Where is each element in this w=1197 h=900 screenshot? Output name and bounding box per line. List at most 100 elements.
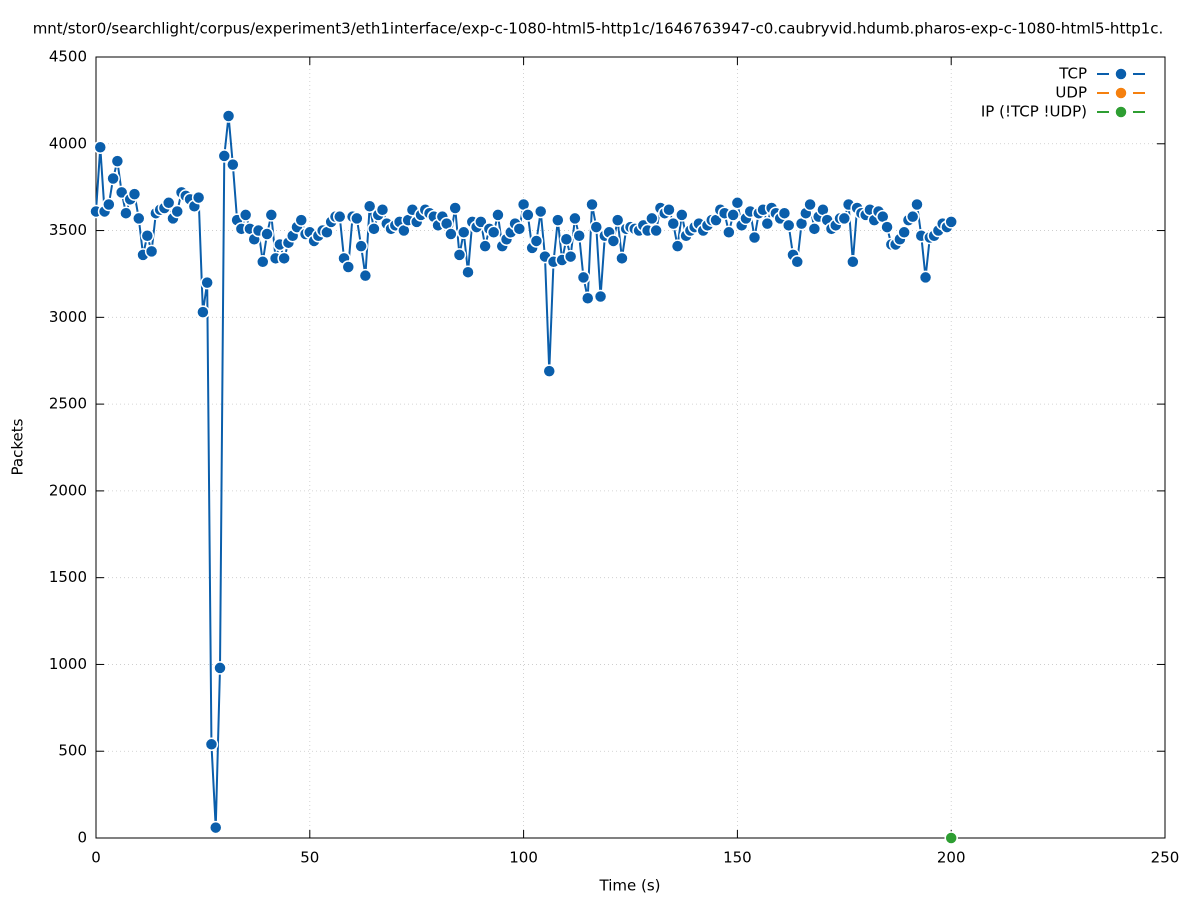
legend-label: IP (!TCP !UDP) <box>981 103 1087 121</box>
legend-marker <box>1114 105 1128 119</box>
point <box>807 222 822 236</box>
point <box>217 149 232 163</box>
x-tick-label: 200 <box>937 849 966 867</box>
point <box>260 227 274 241</box>
point <box>615 251 629 266</box>
point <box>170 204 184 219</box>
point <box>478 239 492 253</box>
point <box>944 831 958 845</box>
point <box>730 196 745 210</box>
point <box>204 737 219 752</box>
point <box>461 265 475 279</box>
y-tick-label: 3000 <box>49 308 87 326</box>
point <box>358 268 373 283</box>
point <box>790 255 805 269</box>
point <box>456 225 471 240</box>
point <box>521 208 535 222</box>
point <box>332 209 347 224</box>
chart-title: mnt/stor0/searchlight/corpus/experiment3… <box>33 20 1164 38</box>
point <box>367 222 381 236</box>
x-tick-label: 0 <box>91 849 101 867</box>
plot-border <box>95 56 1166 839</box>
point <box>662 202 676 217</box>
point <box>213 661 227 675</box>
point <box>880 220 894 234</box>
point <box>350 211 364 226</box>
point <box>726 208 740 222</box>
point <box>905 209 920 224</box>
point <box>196 305 210 319</box>
point <box>910 197 924 212</box>
y-tick-label: 1500 <box>49 568 87 586</box>
point <box>102 197 116 212</box>
point <box>777 206 792 220</box>
point <box>119 206 133 220</box>
point <box>294 213 308 227</box>
y-tick-label: 0 <box>77 829 87 847</box>
point <box>444 227 458 241</box>
y-tick-label: 4500 <box>49 48 87 66</box>
x-tick-label: 50 <box>300 849 319 867</box>
legend-marker <box>1114 86 1128 100</box>
point <box>606 234 621 248</box>
point <box>593 289 608 304</box>
point <box>559 232 574 246</box>
point <box>191 190 206 205</box>
point <box>563 249 578 264</box>
y-tick-label: 1000 <box>49 655 87 673</box>
point <box>354 239 368 253</box>
point <box>542 364 557 378</box>
point <box>277 251 291 266</box>
point <box>645 211 659 226</box>
point <box>452 248 467 262</box>
point <box>93 140 108 154</box>
y-tick-label: 2500 <box>49 395 87 413</box>
y-tick-label: 4000 <box>49 134 87 152</box>
point <box>144 244 159 259</box>
point <box>362 199 377 214</box>
point <box>610 213 625 227</box>
point <box>127 187 142 201</box>
point <box>568 211 582 226</box>
point <box>264 208 279 222</box>
point <box>161 196 176 210</box>
x-axis-label: Time (s) <box>599 877 661 895</box>
point <box>585 197 599 212</box>
point <box>722 225 736 240</box>
point <box>576 270 591 285</box>
point <box>238 208 253 222</box>
x-tick-label: 100 <box>509 849 538 867</box>
point <box>670 239 685 253</box>
point <box>533 204 548 219</box>
legend-label: TCP <box>1058 65 1087 83</box>
point <box>675 208 689 222</box>
point <box>803 197 817 212</box>
point <box>375 202 390 217</box>
point <box>551 213 565 227</box>
y-axis-label: Packets <box>9 418 27 475</box>
point <box>208 820 223 835</box>
x-tick-label: 150 <box>723 849 752 867</box>
point <box>572 229 586 243</box>
point <box>897 225 911 240</box>
point <box>200 275 214 290</box>
point <box>529 234 544 248</box>
point <box>448 201 462 215</box>
point <box>106 171 120 186</box>
point <box>512 222 527 236</box>
point <box>226 157 240 172</box>
point <box>781 218 796 233</box>
point <box>837 211 852 226</box>
legend-marker <box>1114 67 1128 81</box>
x-tick-label: 250 <box>1151 849 1180 867</box>
y-tick-label: 2000 <box>49 481 87 499</box>
point <box>474 215 488 229</box>
point <box>491 208 505 222</box>
point <box>846 255 860 269</box>
point <box>589 220 604 234</box>
point <box>580 291 595 305</box>
point <box>132 211 146 226</box>
point <box>110 154 125 168</box>
point <box>114 185 129 200</box>
